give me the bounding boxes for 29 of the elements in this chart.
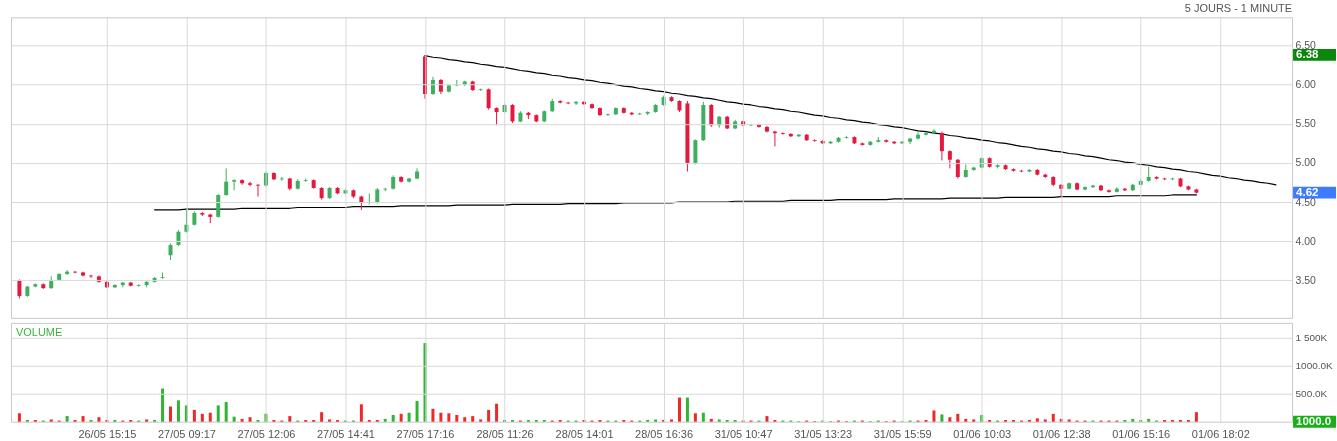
chart-title: 5 JOURS - 1 MINUTE	[1184, 1, 1293, 14]
y-tick-label: 4.00	[1295, 235, 1317, 247]
y-tick-label: 1000.0K	[1295, 360, 1334, 372]
x-tick-label: 27/05 14:41	[316, 428, 375, 441]
x-tick-label: 31/05 13:23	[794, 428, 853, 441]
x-tick-label: 28/05 16:36	[635, 428, 694, 441]
y-tick-label: 6.50	[1295, 39, 1317, 51]
x-tick-label: 31/05 15:59	[873, 428, 932, 441]
x-tick-label: 31/05 10:47	[714, 428, 773, 441]
y-tick-label: 5.00	[1295, 157, 1317, 169]
x-tick-label: 01/06 18:02	[1191, 428, 1250, 441]
y-tick-label: 5.50	[1295, 118, 1317, 130]
y-tick-label: 4.50	[1295, 196, 1317, 208]
text: 4.62	[1296, 185, 1319, 198]
x-tick-label: 27/05 12:06	[237, 428, 296, 441]
text: 1000.0	[1296, 414, 1332, 427]
x-tick-label: 01/06 10:03	[953, 428, 1012, 441]
y-tick-label: 500.0K	[1295, 388, 1328, 400]
y-tick-label: 3.50	[1295, 274, 1317, 286]
x-tick-label: 28/05 11:26	[476, 428, 534, 441]
y-tick-label: 6.00	[1295, 79, 1317, 91]
y-tick-label: 1 500K	[1295, 331, 1328, 343]
x-tick-label: 01/06 15:16	[1112, 428, 1171, 441]
x-tick-label: 27/05 17:16	[396, 428, 455, 441]
x-tick-label: 26/05 15:15	[78, 428, 137, 441]
x-tick-label: 28/05 14:01	[555, 428, 614, 441]
chart-title: VOLUME	[15, 325, 63, 338]
x-tick-label: 01/06 12:38	[1032, 428, 1091, 441]
x-tick-label: 27/05 09:17	[157, 428, 216, 441]
